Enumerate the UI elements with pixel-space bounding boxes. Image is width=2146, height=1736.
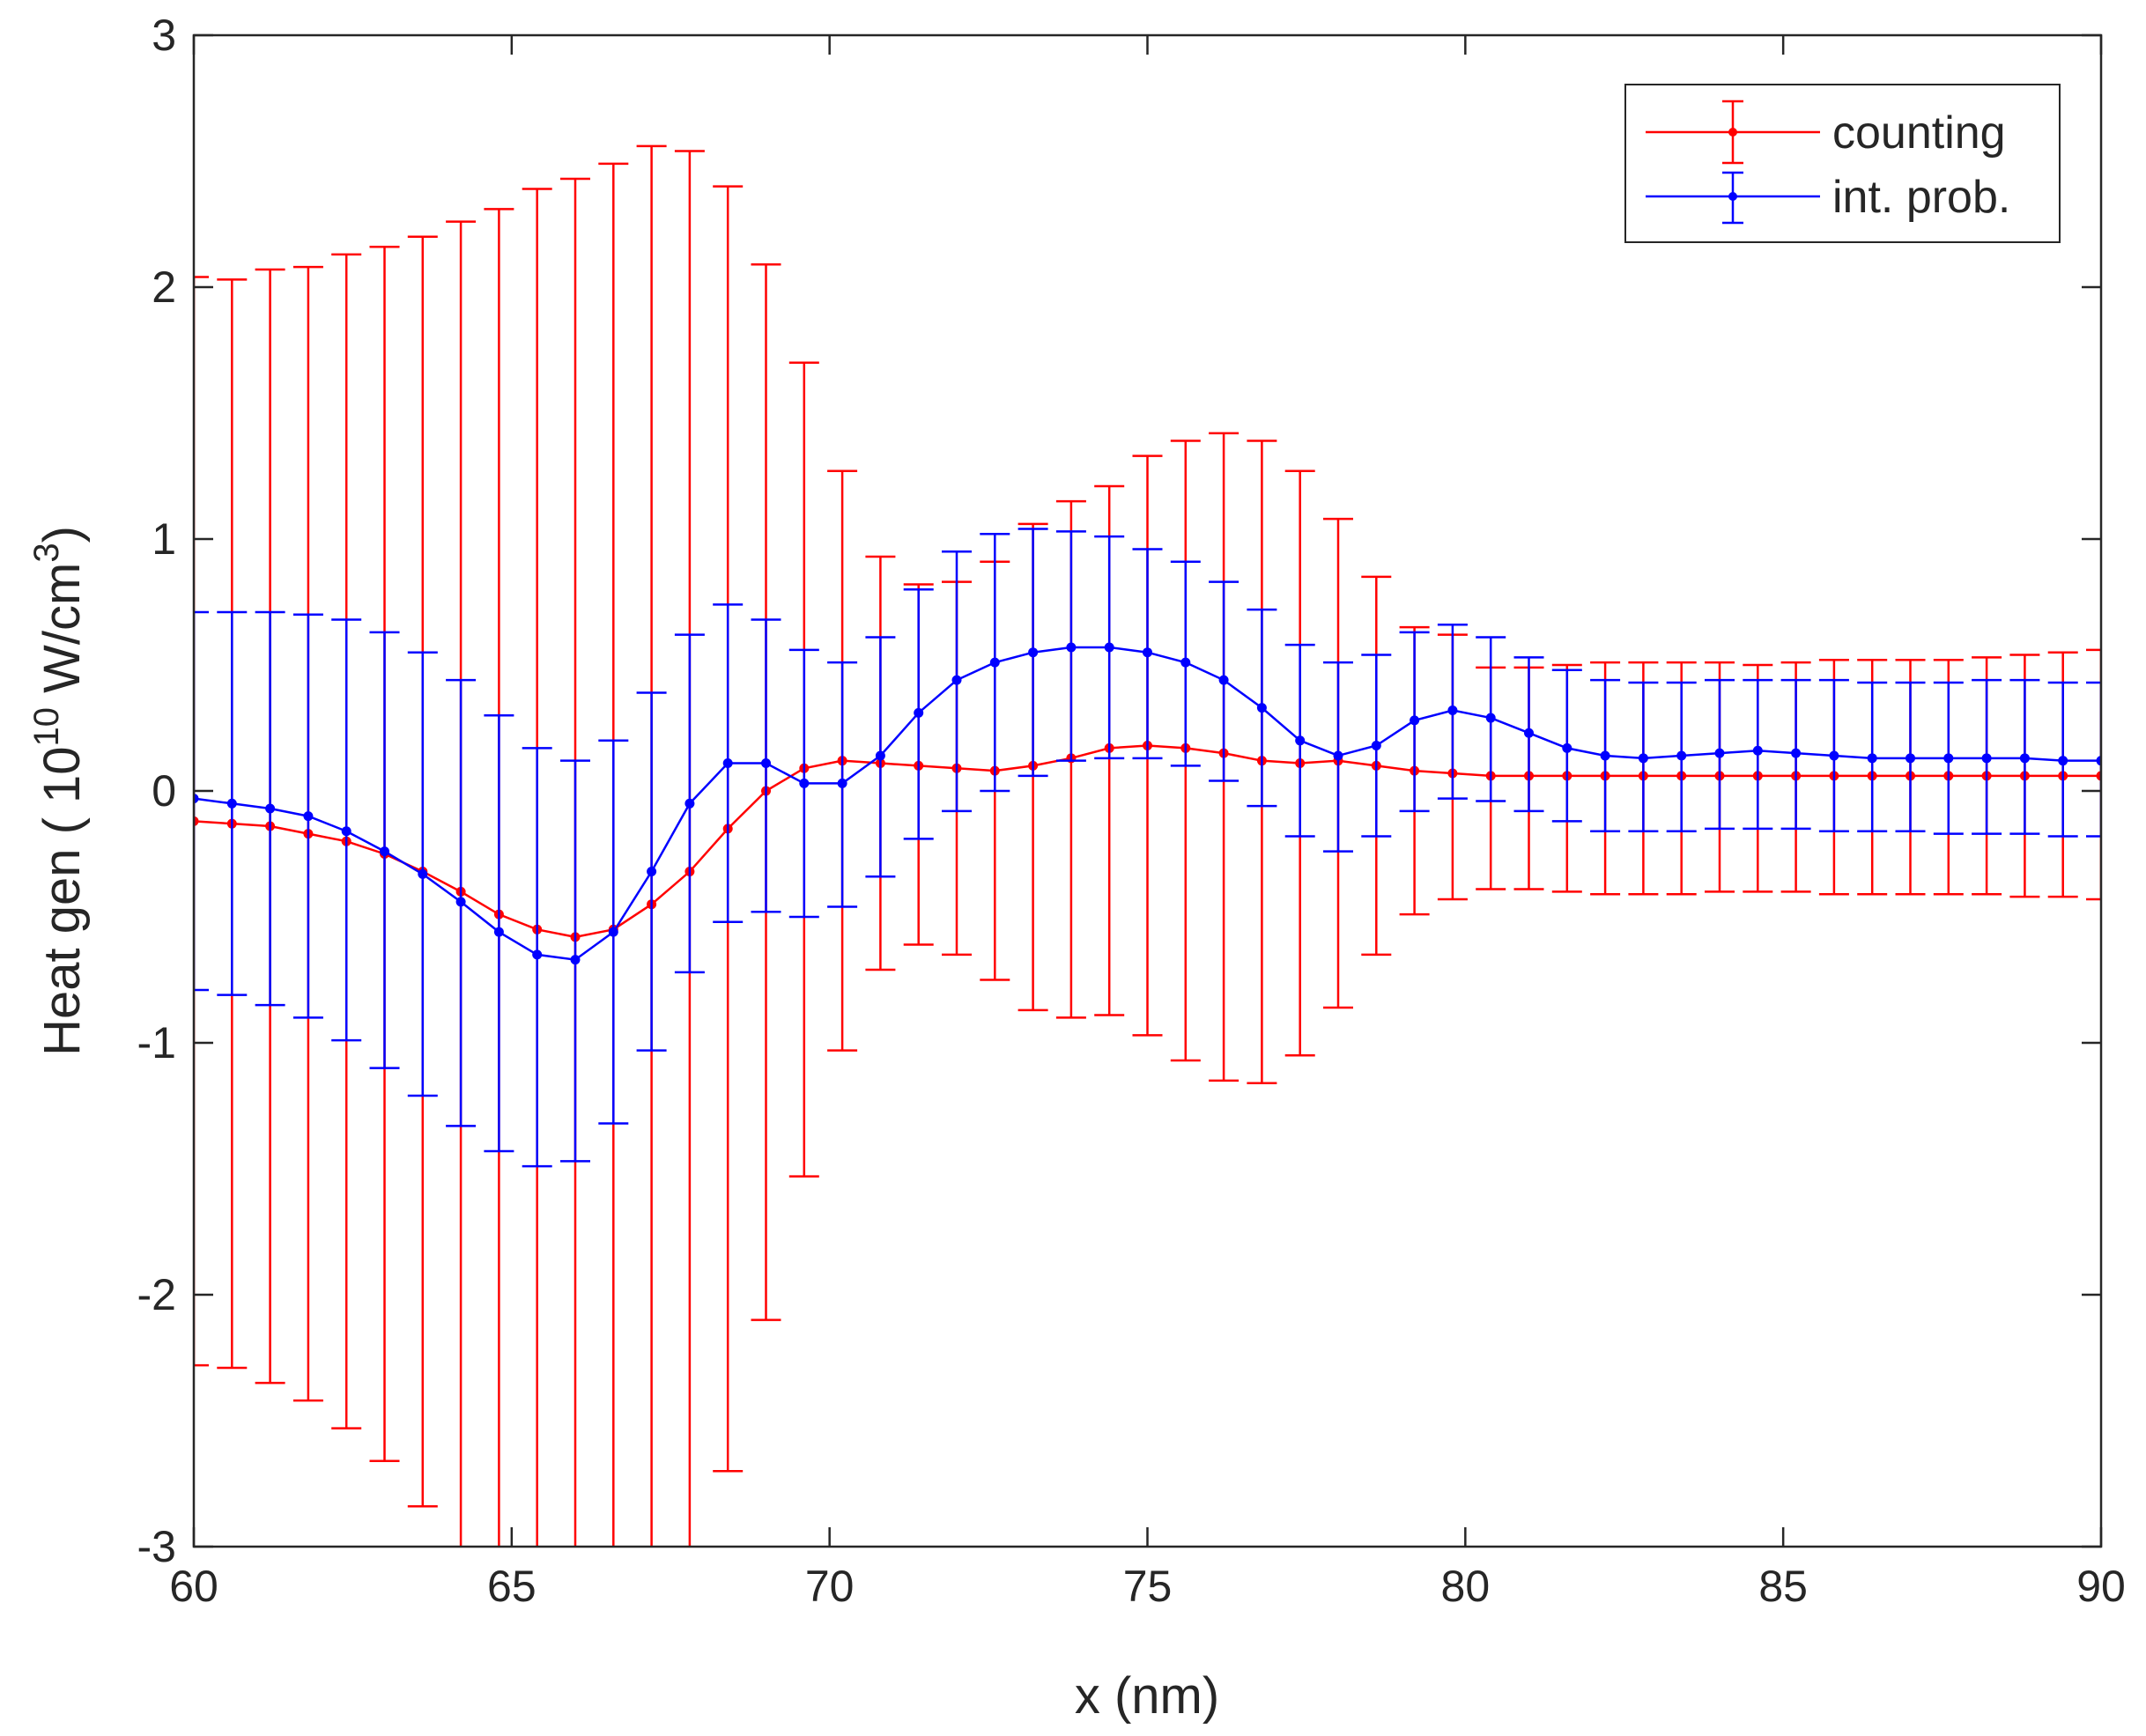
x-axis: 60 65 70 75 80 85 90 (169, 35, 2126, 1611)
x-tick-label-60: 60 (169, 1562, 218, 1611)
point-int-prob-3 (303, 811, 314, 822)
point-int-prob-6 (418, 868, 428, 879)
point-int-prob-48 (2019, 753, 2030, 764)
point-int-prob-8 (493, 927, 504, 937)
markers-int-prob (194, 642, 2101, 965)
x-tick-label-80: 80 (1441, 1562, 1491, 1611)
point-int-prob-12 (647, 867, 657, 877)
x-axis-title: x (nm) (1075, 1667, 1219, 1725)
point-int-prob-14 (722, 758, 733, 769)
x-tick-label-90: 90 (2076, 1562, 2126, 1611)
y-tick-label--3: -3 (137, 1522, 176, 1571)
legend-int-prob-marker (1728, 192, 1737, 201)
point-int-prob-50 (2096, 756, 2101, 766)
point-int-prob-16 (799, 778, 810, 788)
point-int-prob-11 (608, 927, 618, 937)
point-int-prob-32 (1410, 715, 1420, 726)
y-tick-label-2: 2 (152, 262, 176, 312)
plot-area (194, 144, 2101, 1547)
point-int-prob-9 (532, 949, 543, 960)
point-int-prob-35 (1524, 728, 1534, 738)
point-int-prob-40 (1714, 748, 1725, 758)
point-int-prob-1 (226, 798, 237, 809)
x-tick-label-85: 85 (1758, 1562, 1808, 1611)
point-int-prob-5 (380, 846, 389, 857)
point-counting-50 (2096, 771, 2101, 781)
point-int-prob-28 (1256, 703, 1267, 713)
point-int-prob-17 (837, 778, 847, 788)
point-int-prob-13 (684, 798, 695, 809)
y-tick-label--2: -2 (137, 1270, 176, 1319)
point-int-prob-36 (1562, 742, 1572, 753)
point-int-prob-7 (455, 897, 466, 907)
x-tick-label-65: 65 (487, 1562, 536, 1611)
legend-counting-marker (1728, 128, 1737, 137)
y-axis-title-suffix: ) (33, 526, 91, 543)
point-int-prob-19 (914, 707, 924, 718)
point-int-prob-30 (1333, 750, 1343, 761)
point-int-prob-23 (1066, 642, 1077, 653)
y-axis-title: Heat gen ( 1010 W/cm3) (27, 526, 91, 1056)
point-int-prob-47 (1981, 753, 1992, 764)
point-int-prob-18 (875, 750, 885, 761)
point-int-prob-38 (1638, 753, 1648, 764)
y-axis-title-exponent-3: 3 (27, 543, 66, 562)
legend-entry-counting: counting (1646, 100, 2006, 165)
legend: counting int. prob. (1624, 84, 2061, 243)
legend-entry-int-prob: int. prob. (1646, 171, 2010, 225)
y-tick-label-1: 1 (152, 514, 176, 564)
point-int-prob-43 (1829, 750, 1839, 761)
point-int-prob-24 (1104, 642, 1114, 653)
point-int-prob-42 (1791, 748, 1802, 758)
point-int-prob-10 (570, 955, 581, 965)
point-int-prob-34 (1485, 713, 1496, 723)
y-axis-title-exponent-10: 10 (27, 707, 66, 747)
y-axis: -3 -2 -1 0 1 2 3 (137, 11, 2101, 1571)
point-int-prob-27 (1218, 675, 1229, 685)
y-axis-title-prefix: Heat gen ( 10 (33, 746, 91, 1055)
point-int-prob-15 (761, 758, 771, 769)
point-int-prob-4 (341, 826, 352, 837)
point-int-prob-44 (1867, 753, 1877, 764)
legend-box (1624, 84, 2061, 243)
legend-int-prob-label: int. prob. (1832, 172, 2010, 223)
y-tick-label--1: -1 (137, 1018, 176, 1067)
y-tick-label-3: 3 (152, 11, 176, 60)
y-axis-title-middle: W/cm (33, 563, 91, 707)
point-int-prob-0 (194, 794, 199, 804)
point-int-prob-37 (1600, 750, 1610, 761)
point-counting-0 (194, 816, 199, 826)
point-int-prob-22 (1028, 647, 1039, 658)
point-int-prob-26 (1180, 657, 1191, 668)
y-tick-label-0: 0 (152, 766, 176, 816)
point-int-prob-31 (1371, 741, 1381, 751)
point-int-prob-33 (1447, 705, 1458, 715)
point-int-prob-21 (989, 657, 1000, 668)
point-int-prob-49 (2058, 756, 2068, 766)
point-int-prob-20 (951, 675, 962, 685)
point-int-prob-46 (1943, 753, 1954, 764)
point-int-prob-25 (1143, 647, 1152, 658)
point-int-prob-2 (265, 803, 276, 814)
point-int-prob-41 (1752, 745, 1763, 756)
legend-counting-label: counting (1832, 107, 2006, 159)
point-int-prob-45 (1906, 753, 1915, 764)
series-int-prob (194, 528, 2101, 1168)
point-int-prob-39 (1676, 750, 1687, 761)
x-tick-label-70: 70 (805, 1562, 855, 1611)
x-tick-label-75: 75 (1123, 1562, 1173, 1611)
point-int-prob-29 (1295, 735, 1306, 746)
